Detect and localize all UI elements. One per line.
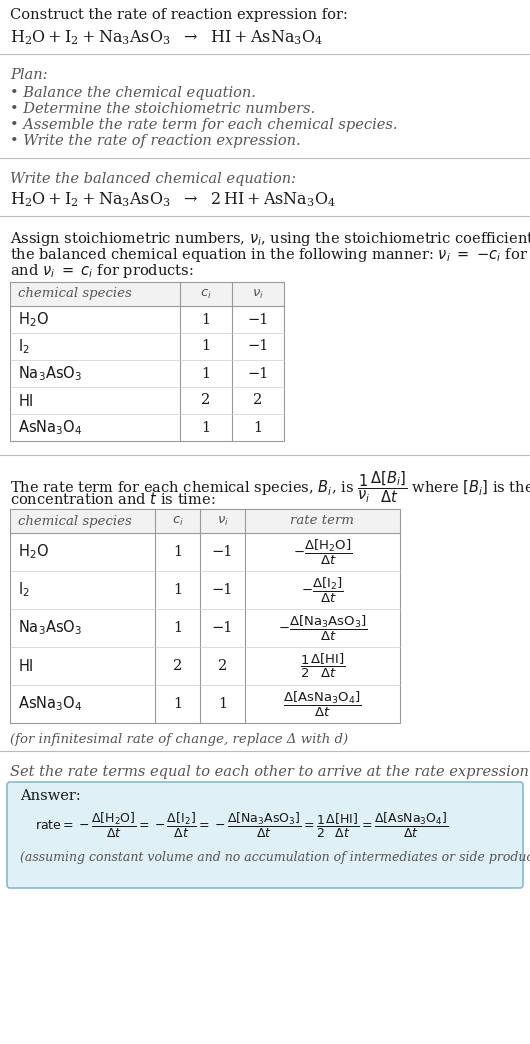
Text: −1: −1 (212, 583, 233, 597)
Text: Set the rate terms equal to each other to arrive at the rate expression:: Set the rate terms equal to each other t… (10, 765, 530, 779)
Text: $\dfrac{1}{2}\dfrac{\Delta[\mathrm{HI}]}{\Delta t}$: $\dfrac{1}{2}\dfrac{\Delta[\mathrm{HI}]}… (300, 651, 345, 680)
Text: 1: 1 (173, 697, 182, 711)
Text: Assign stoichiometric numbers, $\mathit{\nu_i}$, using the stoichiometric coeffi: Assign stoichiometric numbers, $\mathit{… (10, 230, 530, 248)
Text: • Determine the stoichiometric numbers.: • Determine the stoichiometric numbers. (10, 102, 315, 116)
Text: 1: 1 (173, 583, 182, 597)
Text: the balanced chemical equation in the following manner: $\mathit{\nu_i}$ $=$ $-\: the balanced chemical equation in the fo… (10, 246, 530, 264)
Text: concentration and $t$ is time:: concentration and $t$ is time: (10, 491, 216, 507)
Text: 1: 1 (173, 621, 182, 635)
Text: $\mathregular{H_2O + I_2 + Na_3AsO_3\ \ \rightarrow\ \ HI + AsNa_3O_4}$: $\mathregular{H_2O + I_2 + Na_3AsO_3\ \ … (10, 28, 323, 47)
Text: −1: −1 (248, 339, 269, 354)
Text: $-\dfrac{\Delta[\mathrm{H_2O}]}{\Delta t}$: $-\dfrac{\Delta[\mathrm{H_2O}]}{\Delta t… (293, 538, 352, 567)
Text: 1: 1 (201, 312, 210, 327)
Text: 2: 2 (201, 394, 210, 407)
Text: and $\mathit{\nu_i}$ $=$ $\mathit{c_i}$ for products:: and $\mathit{\nu_i}$ $=$ $\mathit{c_i}$ … (10, 262, 193, 280)
Text: $-\dfrac{\Delta[\mathrm{Na_3AsO_3}]}{\Delta t}$: $-\dfrac{\Delta[\mathrm{Na_3AsO_3}]}{\De… (278, 614, 367, 643)
Text: Plan:: Plan: (10, 68, 48, 82)
Bar (10, 509, 400, 533)
Text: $\nu_i$: $\nu_i$ (217, 515, 228, 527)
Text: (assuming constant volume and no accumulation of intermediates or side products): (assuming constant volume and no accumul… (20, 851, 530, 864)
Text: −1: −1 (212, 621, 233, 635)
Text: 2: 2 (218, 659, 227, 673)
Text: 1: 1 (201, 421, 210, 434)
Text: $\mathrm{I_2}$: $\mathrm{I_2}$ (18, 337, 30, 356)
Text: • Write the rate of reaction expression.: • Write the rate of reaction expression. (10, 134, 301, 148)
Text: Write the balanced chemical equation:: Write the balanced chemical equation: (10, 172, 296, 186)
Bar (10, 509, 400, 723)
Text: Answer:: Answer: (20, 789, 81, 803)
Text: 1: 1 (173, 545, 182, 559)
Text: $\mathrm{H_2O}$: $\mathrm{H_2O}$ (18, 543, 49, 562)
Text: $\mathrm{I_2}$: $\mathrm{I_2}$ (18, 580, 30, 599)
Text: $c_i$: $c_i$ (200, 287, 212, 301)
Text: rate term: rate term (290, 515, 355, 527)
Text: $\mathregular{H_2O + I_2 + Na_3AsO_3\ \ \rightarrow\ \ 2\,HI + AsNa_3O_4}$: $\mathregular{H_2O + I_2 + Na_3AsO_3\ \ … (10, 190, 336, 209)
Text: The rate term for each chemical species, $B_i$, is $\dfrac{1}{\nu_i}\dfrac{\Delt: The rate term for each chemical species,… (10, 469, 530, 504)
Text: (for infinitesimal rate of change, replace Δ with d): (for infinitesimal rate of change, repla… (10, 733, 348, 746)
Text: chemical species: chemical species (18, 287, 132, 301)
FancyBboxPatch shape (7, 782, 523, 888)
Text: $\mathrm{rate} = -\dfrac{\Delta[\mathrm{H_2O}]}{\Delta t} = -\dfrac{\Delta[\math: $\mathrm{rate} = -\dfrac{\Delta[\mathrm{… (35, 811, 448, 840)
Text: $\mathrm{HI}$: $\mathrm{HI}$ (18, 658, 34, 674)
Text: $-\dfrac{\Delta[\mathrm{I_2}]}{\Delta t}$: $-\dfrac{\Delta[\mathrm{I_2}]}{\Delta t}… (301, 575, 344, 604)
Text: $\mathrm{AsNa_3O_4}$: $\mathrm{AsNa_3O_4}$ (18, 419, 82, 436)
Text: 1: 1 (201, 366, 210, 380)
Text: 1: 1 (218, 697, 227, 711)
Bar (10, 282, 284, 441)
Text: $\mathrm{Na_3AsO_3}$: $\mathrm{Na_3AsO_3}$ (18, 364, 82, 383)
Text: 2: 2 (253, 394, 263, 407)
Text: $\mathrm{Na_3AsO_3}$: $\mathrm{Na_3AsO_3}$ (18, 619, 82, 637)
Text: −1: −1 (248, 366, 269, 380)
Text: Construct the rate of reaction expression for:: Construct the rate of reaction expressio… (10, 8, 348, 22)
Text: • Assemble the rate term for each chemical species.: • Assemble the rate term for each chemic… (10, 118, 398, 132)
Text: $\mathrm{HI}$: $\mathrm{HI}$ (18, 393, 34, 408)
Text: $\mathrm{H_2O}$: $\mathrm{H_2O}$ (18, 310, 49, 329)
Text: $\nu_i$: $\nu_i$ (252, 287, 264, 301)
Bar (10, 282, 284, 306)
Text: chemical species: chemical species (18, 515, 132, 527)
Text: 2: 2 (173, 659, 182, 673)
Text: −1: −1 (212, 545, 233, 559)
Text: $c_i$: $c_i$ (172, 515, 183, 527)
Text: $\mathrm{AsNa_3O_4}$: $\mathrm{AsNa_3O_4}$ (18, 694, 82, 713)
Text: 1: 1 (253, 421, 262, 434)
Text: 1: 1 (201, 339, 210, 354)
Text: • Balance the chemical equation.: • Balance the chemical equation. (10, 86, 256, 100)
Text: −1: −1 (248, 312, 269, 327)
Text: $\dfrac{\Delta[\mathrm{AsNa_3O_4}]}{\Delta t}$: $\dfrac{\Delta[\mathrm{AsNa_3O_4}]}{\Del… (283, 689, 362, 718)
